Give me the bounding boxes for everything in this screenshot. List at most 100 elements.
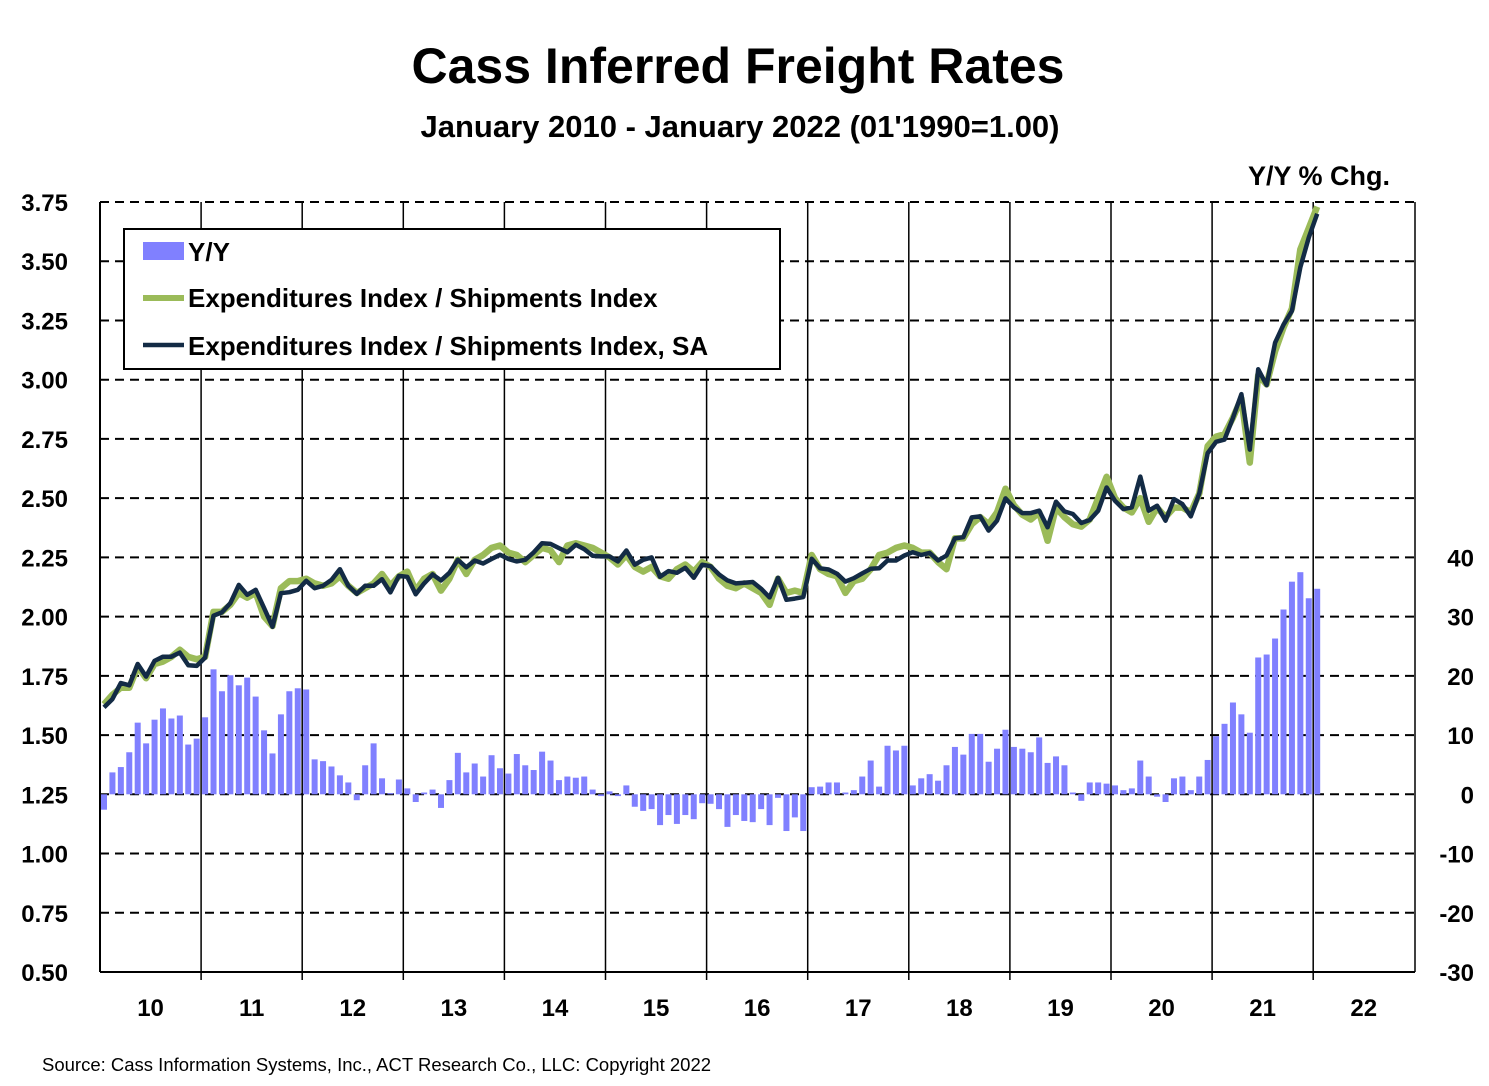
yy-bar xyxy=(766,794,773,826)
yy-bar xyxy=(1229,702,1236,795)
yy-bar xyxy=(951,746,958,795)
axes: 3.75 3.50 3.25 3.00 2.75 2.50 2.25 2.00 1.75 1.50… xyxy=(21,190,1474,1022)
yy-bar xyxy=(235,685,242,795)
yy-bar xyxy=(572,777,579,795)
yy-bar xyxy=(985,761,992,795)
yy-bar xyxy=(176,715,183,795)
yy-bar xyxy=(134,722,141,795)
yy-bar xyxy=(1086,782,1093,795)
yy-bar xyxy=(909,785,916,795)
x-tick-label: 12 xyxy=(339,995,366,1022)
yy-bar xyxy=(117,767,124,795)
source-note: Source: Cass Information Systems, Inc., … xyxy=(42,1054,711,1075)
yy-bar xyxy=(1288,581,1295,795)
yy-bar xyxy=(227,675,234,795)
yy-bar xyxy=(825,782,832,795)
legend-label-yy: Y/Y xyxy=(188,237,230,267)
yy-bar xyxy=(741,794,748,821)
yy-bar xyxy=(539,751,546,795)
yy-bar xyxy=(1053,756,1060,795)
left-tick-label: 1.25 xyxy=(21,782,68,809)
right-tick-label: 30 xyxy=(1447,605,1474,632)
yy-bar xyxy=(1044,762,1051,795)
yy-bar xyxy=(598,794,605,797)
yy-bar xyxy=(404,788,411,795)
left-tick-label: 1.50 xyxy=(21,723,68,750)
yy-bar xyxy=(926,774,933,795)
yy-bar xyxy=(1019,748,1026,795)
yy-bar xyxy=(1137,760,1144,795)
chart-subtitle: January 2010 - January 2022 (01'1990=1.0… xyxy=(420,109,1059,144)
yy-bar xyxy=(277,714,284,795)
yy-bar xyxy=(1280,609,1287,795)
yy-bar xyxy=(648,794,655,810)
yy-bar xyxy=(480,776,487,795)
yy-bar xyxy=(707,794,714,804)
yy-bar xyxy=(859,776,866,795)
right-tick-label: 0 xyxy=(1461,782,1474,809)
yy-bar xyxy=(463,772,470,795)
legend-swatch-yy xyxy=(143,242,184,260)
yy-bar xyxy=(159,708,166,795)
yy-bar xyxy=(522,765,529,795)
yy-bar xyxy=(311,759,318,795)
left-tick-label: 2.50 xyxy=(21,486,68,513)
yy-bar xyxy=(1246,732,1253,795)
yy-bar xyxy=(109,772,116,795)
yy-bar xyxy=(665,794,672,816)
x-tick-label: 20 xyxy=(1148,995,1175,1022)
yy-bar xyxy=(513,754,520,795)
yy-bar xyxy=(379,778,386,795)
left-tick-label: 1.00 xyxy=(21,842,68,869)
yy-bar xyxy=(977,733,984,795)
yy-bar xyxy=(395,779,402,795)
yy-bar xyxy=(783,794,790,832)
left-tick-label: 2.75 xyxy=(21,427,68,454)
yy-bar xyxy=(252,696,259,795)
right-tick-label: -30 xyxy=(1439,960,1474,987)
yy-bar xyxy=(1305,598,1312,795)
x-tick-label: 19 xyxy=(1047,995,1074,1022)
yy-bar xyxy=(471,763,478,795)
x-tick-label: 14 xyxy=(542,995,569,1022)
right-tick-label: 10 xyxy=(1447,723,1474,750)
yy-bar xyxy=(884,745,891,795)
yy-bar xyxy=(657,794,664,826)
yy-bar xyxy=(1128,788,1135,795)
yy-bar xyxy=(589,789,596,795)
yy-bar xyxy=(690,794,697,820)
legend: Y/Y Expenditures Index / Shipments Index… xyxy=(123,228,781,370)
yy-bar xyxy=(1103,783,1110,795)
yy-bar xyxy=(699,794,706,804)
yy-bar xyxy=(421,792,428,795)
yy-bar xyxy=(193,738,200,795)
yy-bar xyxy=(716,794,723,810)
yy-bar xyxy=(1179,776,1186,795)
right-tick-label: 40 xyxy=(1447,545,1474,572)
gridlines xyxy=(100,201,1415,980)
yy-bar xyxy=(336,775,343,795)
yy-bar xyxy=(438,794,444,808)
yy-bar xyxy=(328,766,335,795)
yy-bar xyxy=(210,669,217,795)
yy-bar xyxy=(935,780,942,795)
yy-bar xyxy=(943,765,950,795)
legend-label-sa: Expenditures Index / Shipments Index, SA xyxy=(188,331,708,361)
yy-bar xyxy=(673,794,680,824)
right-axis-label: Y/Y % Chg. xyxy=(1248,161,1390,191)
yy-bar xyxy=(320,761,327,795)
yy-bar xyxy=(749,794,756,823)
x-tick-label: 10 xyxy=(137,995,164,1022)
yy-bar xyxy=(1213,736,1220,795)
yy-bar xyxy=(1204,759,1211,795)
yy-bar xyxy=(1187,790,1194,795)
x-tick-label: 17 xyxy=(845,995,872,1022)
yy-bar xyxy=(808,787,815,795)
x-tick-label: 11 xyxy=(239,995,264,1022)
yy-bar xyxy=(775,794,781,798)
yy-bar xyxy=(1314,588,1321,795)
yy-bar xyxy=(286,691,293,795)
yy-bar xyxy=(303,689,310,795)
left-tick-label: 1.75 xyxy=(21,664,68,691)
